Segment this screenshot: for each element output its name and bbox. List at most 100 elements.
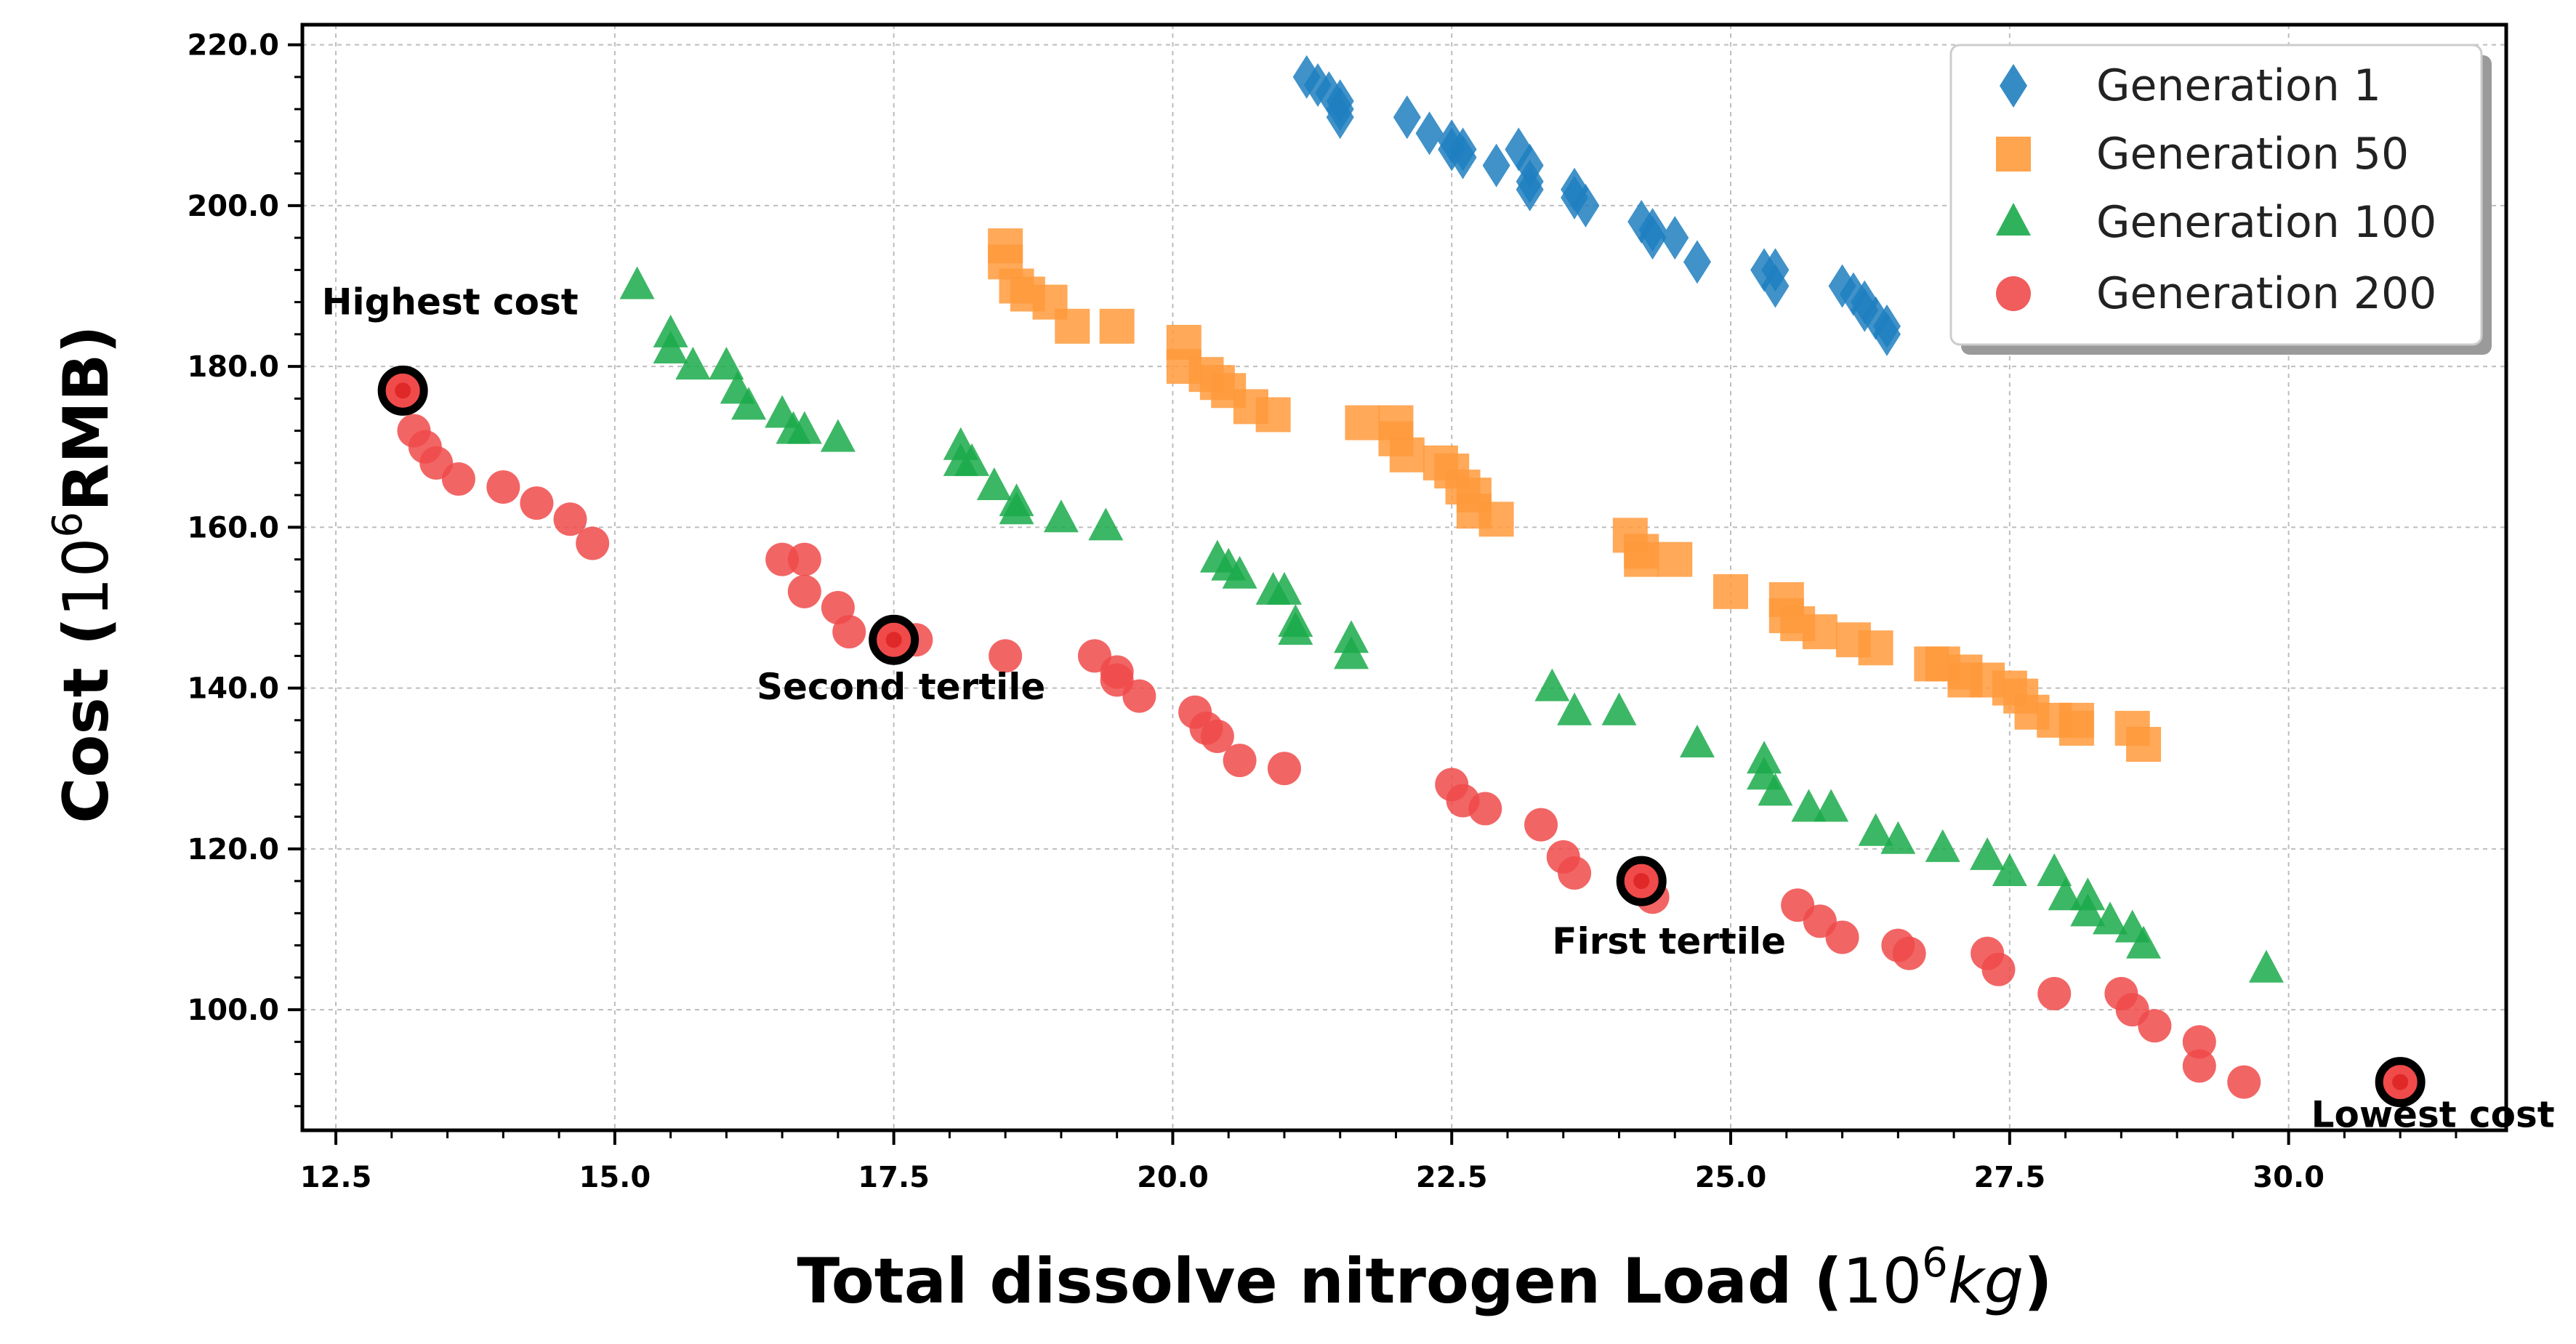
circle-marker-icon (1996, 276, 2031, 311)
x-tick-label: 15.0 (579, 1161, 651, 1194)
data-point (520, 486, 554, 520)
data-point (1638, 216, 1667, 260)
x-tick-label: 25.0 (1695, 1161, 1767, 1194)
data-point (1814, 789, 1849, 822)
data-point (553, 502, 587, 536)
data-point (1925, 829, 1960, 862)
data-point (999, 491, 1034, 525)
y-tick-labels: 100.0 120.0 140.0 160.0 180.0 200.0 220.0 (187, 29, 279, 1027)
data-point (2070, 893, 2106, 927)
x-tick-label: 27.5 (1973, 1161, 2045, 1194)
x-axis-unit-exp: 6 (1922, 1239, 1948, 1287)
series-generation-100 (619, 266, 2284, 983)
x-axis-title-main: Total dissolve nitrogen Load ( (797, 1245, 1842, 1318)
axis-ticks (288, 43, 2458, 1145)
data-point (1981, 952, 2016, 986)
data-point (2037, 976, 2072, 1010)
legend-label-generation-1: Generation 1 (2096, 60, 2381, 111)
x-axis-title-close: ) (2024, 1245, 2052, 1318)
data-point (787, 542, 821, 576)
data-point (1880, 821, 1916, 854)
series-generation-200 (386, 374, 2418, 1099)
data-point (1601, 692, 1637, 725)
data-point (954, 443, 990, 476)
data-point (832, 615, 866, 649)
data-point (441, 462, 475, 496)
x-tick-label: 12.5 (300, 1161, 372, 1194)
data-point (1267, 752, 1301, 786)
data-point (787, 574, 821, 608)
data-point (1478, 502, 1514, 537)
data-point (1278, 612, 1313, 645)
data-point (2126, 727, 2162, 762)
data-point (989, 639, 1023, 673)
y-axis-title: Cost (106RMB) (44, 325, 123, 823)
x-tick-label: 20.0 (1137, 1161, 1209, 1194)
data-point (2138, 1009, 2172, 1043)
data-point (1761, 264, 1790, 308)
data-point (1222, 555, 1257, 589)
data-point (2093, 901, 2128, 935)
data-point (1055, 308, 1090, 344)
data-point (619, 266, 655, 299)
y-tick-label: 100.0 (187, 994, 279, 1027)
x-tick-label: 30.0 (2253, 1161, 2325, 1194)
data-point (976, 467, 1012, 501)
data-point (653, 331, 688, 364)
data-point (1524, 808, 1558, 842)
legend-marker-generation-1 (2000, 64, 2027, 108)
data-point (1345, 405, 1380, 440)
data-point (1683, 240, 1711, 284)
data-point (1088, 507, 1124, 541)
legend: Generation 1 Generation 50 Generation 10… (1949, 44, 2492, 355)
data-point (1122, 679, 1156, 713)
data-point (2182, 1049, 2216, 1083)
data-point (1482, 143, 1510, 188)
series-generation-1 (1292, 55, 1901, 356)
data-point (1534, 668, 1570, 701)
data-point (1200, 719, 1234, 753)
data-point (1043, 499, 1079, 533)
data-point (1802, 614, 1838, 650)
data-point (1758, 773, 1793, 806)
y-tick-label: 120.0 (187, 833, 279, 866)
data-point (1516, 167, 1544, 212)
data-point (1892, 936, 1926, 970)
data-point (1571, 183, 1600, 228)
data-point (1791, 789, 1827, 822)
data-point (1223, 744, 1257, 778)
data-point (1858, 630, 1893, 666)
data-point (2126, 925, 2162, 959)
data-point (1679, 725, 1715, 758)
data-point (1415, 111, 1444, 156)
data-point (1970, 837, 2005, 870)
square-marker-icon (1996, 137, 2031, 172)
data-point (1292, 55, 1321, 99)
data-point (2048, 877, 2083, 911)
data-point (1334, 636, 1369, 669)
data-point (1389, 437, 1425, 472)
data-point (576, 526, 610, 560)
legend-marker-generation-100 (1996, 203, 2031, 236)
y-axis-unit-exp: 6 (44, 512, 92, 538)
data-point (1558, 856, 1592, 890)
data-point (1326, 95, 1354, 140)
data-point (1872, 312, 1901, 356)
legend-marker-generation-200 (1996, 276, 2031, 311)
y-axis-unit-tail: RMB) (50, 325, 123, 512)
y-tick-label: 140.0 (187, 672, 279, 706)
y-tick-label: 160.0 (187, 511, 279, 544)
legend-label-generation-100: Generation 100 (2096, 197, 2436, 248)
x-axis-title: Total dissolve nitrogen Load (106kg) (797, 1239, 2052, 1318)
y-axis-unit-base: 10 (50, 538, 123, 617)
annotation-label: Second tertile (757, 666, 1045, 708)
legend-label-generation-50: Generation 50 (2096, 129, 2409, 180)
data-point (709, 347, 744, 380)
data-point (1825, 920, 1859, 954)
series-generation-50 (988, 228, 2162, 762)
y-tick-label: 220.0 (187, 29, 279, 63)
data-point (2227, 1065, 2261, 1099)
data-point (1992, 853, 2027, 887)
